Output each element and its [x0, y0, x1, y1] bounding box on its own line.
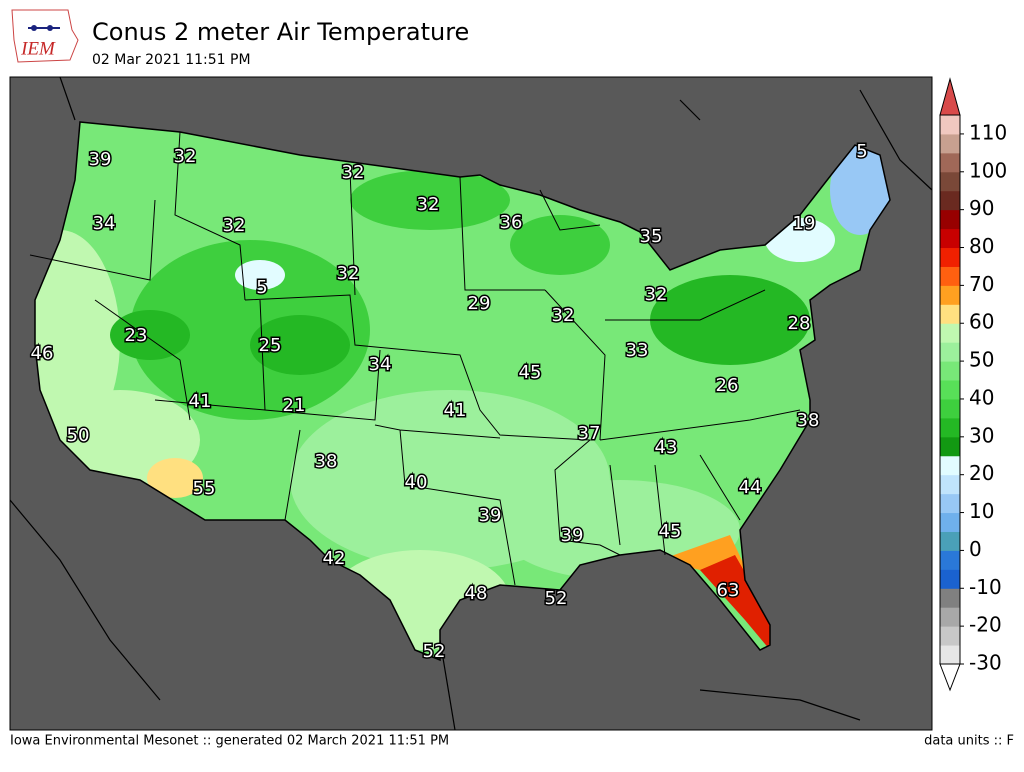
- temperature-label: 39: [89, 149, 112, 170]
- colorbar-bin: [940, 474, 960, 495]
- colorbar-bin: [940, 531, 960, 551]
- temperature-label: 46: [31, 343, 54, 364]
- temperature-label: 32: [337, 263, 360, 284]
- colorbar-bin: [940, 361, 960, 381]
- colorbar-bin: [940, 493, 960, 514]
- temperature-label: 19: [793, 213, 816, 234]
- colorbar-tick-label: 80: [969, 234, 994, 258]
- colorbar-tick-label: 20: [969, 461, 994, 485]
- temperature-label: 36: [500, 212, 523, 233]
- colorbar-bin: [940, 304, 960, 324]
- colorbar-tick-label: 10: [969, 499, 994, 523]
- colorbar-bin: [940, 550, 960, 570]
- colorbar-bin: [940, 512, 960, 532]
- colorbar-tick-label: 50: [969, 348, 994, 372]
- temperature-label: 40: [405, 472, 428, 493]
- colorbar-bin: [940, 626, 960, 646]
- colorbar-bin: [940, 569, 960, 589]
- colorbar-bin: [940, 398, 960, 419]
- temperature-label: 44: [739, 477, 762, 498]
- temperature-label: 32: [223, 215, 246, 236]
- colorbar-tick-label: 100: [969, 158, 1007, 182]
- temperature-label: 21: [283, 395, 306, 416]
- colorbar-tick-label: 70: [969, 272, 994, 296]
- colorbar-bin: [940, 247, 960, 267]
- colorbar-bin: [940, 190, 960, 211]
- logo: IEM: [11, 9, 79, 63]
- temperature-label: 39: [479, 505, 502, 526]
- colorbar-tick-label: -10: [969, 575, 1002, 599]
- colorbar-tick-label: 0: [969, 537, 982, 561]
- temperature-label: 32: [552, 305, 575, 326]
- temperature-label: 45: [659, 521, 682, 542]
- colorbar-arrow-top: [939, 77, 961, 116]
- footer-left: Iowa Environmental Mesonet :: generated …: [10, 734, 449, 749]
- temperature-label: 29: [468, 293, 491, 314]
- colorbar-bin: [940, 380, 960, 400]
- temperature-label: 38: [315, 451, 338, 472]
- colorbar-tick-label: 40: [969, 385, 994, 409]
- temperature-label: 43: [655, 437, 678, 458]
- colorbar-bin: [940, 285, 960, 305]
- colorbar-bin: [940, 455, 960, 476]
- subtitle: 02 Mar 2021 11:51 PM: [92, 52, 251, 68]
- colorbar-bin: [940, 266, 960, 286]
- title: Conus 2 meter Air Temperature: [92, 18, 469, 46]
- colorbar-bin: [940, 228, 960, 249]
- colorbar-tick-label: -20: [969, 613, 1002, 637]
- temperature-label: 41: [189, 391, 212, 412]
- colorbar-bin: [940, 436, 960, 457]
- temperature-label: 45: [519, 362, 542, 383]
- temperature-label: 23: [125, 325, 148, 346]
- colorbar-frame: [939, 114, 961, 665]
- colorbar-bin: [940, 323, 960, 343]
- temperature-label: 26: [716, 375, 739, 396]
- temperature-label: 5: [256, 277, 267, 298]
- colorbar-bin: [940, 645, 960, 665]
- colorbar-bin: [940, 342, 960, 362]
- colorbar-arrow-bottom: [939, 663, 961, 692]
- colorbar-bin: [940, 607, 960, 627]
- colorbar-bin: [940, 171, 960, 192]
- colorbar-bin: [940, 115, 960, 135]
- temperature-label: 42: [323, 548, 346, 569]
- temperature-label: 50: [67, 425, 90, 446]
- temperature-label: 38: [797, 410, 820, 431]
- temperature-label: 32: [342, 162, 365, 183]
- colorbar-tick-label: 110: [969, 120, 1007, 144]
- temperature-label: 25: [259, 335, 282, 356]
- temperature-label: 55: [193, 478, 216, 499]
- temperature-label: 33: [626, 340, 649, 361]
- temperature-label: 34: [93, 213, 116, 234]
- temperature-label: 63: [717, 580, 740, 601]
- temperature-label: 35: [640, 226, 663, 247]
- temperature-label: 32: [645, 284, 668, 305]
- colorbar-bin: [940, 209, 960, 230]
- colorbar-bin: [940, 152, 960, 173]
- colorbar-tick-label: 90: [969, 196, 994, 220]
- temperature-label: 32: [174, 146, 197, 167]
- colorbar-tick-label: -30: [969, 651, 1002, 675]
- logo-text: IEM: [20, 38, 56, 59]
- temperature-label: 52: [545, 588, 568, 609]
- colorbar-bin: [940, 417, 960, 438]
- colorbar-tick-label: 30: [969, 423, 994, 447]
- map: 39 32 32 32 36 5 34 32 5 32 19 35 29 32 32 23 25 46 34 33 28…: [9, 76, 933, 731]
- footer-right: data units :: F: [924, 734, 1014, 749]
- temperature-label: 32: [417, 194, 440, 215]
- temperature-label: 39: [561, 525, 584, 546]
- colorbar: -30 -20 -10 0 10 20 30 40 50 60 70 80 90 100 110: [939, 77, 1007, 692]
- temperature-label: 5: [856, 141, 867, 162]
- colorbar-bin: [940, 133, 960, 154]
- temperature-label: 28: [788, 313, 811, 334]
- temperature-label: 34: [369, 354, 392, 375]
- temperature-label: 48: [465, 583, 488, 604]
- temperature-label: 41: [444, 400, 467, 421]
- temperature-label: 52: [423, 641, 446, 662]
- colorbar-bin: [940, 588, 960, 608]
- temperature-label: 37: [578, 423, 601, 444]
- colorbar-tick-label: 60: [969, 310, 994, 334]
